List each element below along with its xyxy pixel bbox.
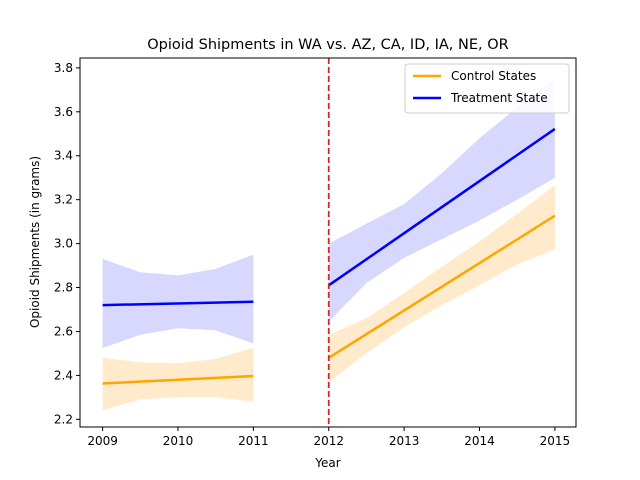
ci-band-treatment-state-segment-2	[328, 78, 555, 322]
y-tick-label: 2.2	[54, 412, 73, 426]
y-tick-label: 3.0	[54, 237, 73, 251]
plot-frame	[79, 57, 577, 428]
ci-band-treatment-state-segment-1	[102, 254, 254, 348]
y-axis: 2.2 2.4 2.6 2.8 3.0 3.2 3.4 3.6 3.8	[54, 61, 80, 426]
ci-band-control-states-segment-2	[328, 185, 555, 382]
y-axis-label: Opioid Shipments (in grams)	[28, 156, 42, 328]
x-tick-label: 2015	[540, 434, 571, 448]
legend-frame	[404, 63, 570, 114]
legend-label-control: Control States	[451, 69, 536, 83]
x-tick-label: 2011	[238, 434, 269, 448]
y-tick-label: 2.6	[54, 324, 73, 338]
fit-line-control-states-segment-2	[328, 214, 556, 359]
y-tick-label: 2.4	[54, 368, 73, 382]
x-axis-label: Year	[314, 456, 340, 470]
x-tick-label: 2010	[163, 434, 194, 448]
fit-lines	[102, 127, 556, 385]
fit-line-treatment-state-segment-1	[102, 300, 254, 307]
fit-line-control-states-segment-1	[102, 374, 254, 385]
y-tick-label: 3.8	[54, 61, 73, 75]
x-tick-label: 2014	[464, 434, 495, 448]
x-tick-label: 2012	[313, 434, 344, 448]
x-axis: 2009 2010 2011 2012 2013 2014 2015	[87, 427, 570, 448]
y-tick-label: 3.6	[54, 105, 73, 119]
y-tick-label: 3.4	[54, 149, 73, 163]
y-tick-label: 3.2	[54, 193, 73, 207]
fit-line-treatment-state-segment-2	[328, 127, 556, 287]
y-tick-label: 2.8	[54, 281, 73, 295]
legend: Control States Treatment State	[404, 63, 570, 114]
chart-title: Opioid Shipments in WA vs. AZ, CA, ID, I…	[147, 37, 508, 53]
legend-label-treatment: Treatment State	[450, 91, 548, 105]
x-tick-label: 2009	[87, 434, 118, 448]
x-tick-label: 2013	[389, 434, 420, 448]
